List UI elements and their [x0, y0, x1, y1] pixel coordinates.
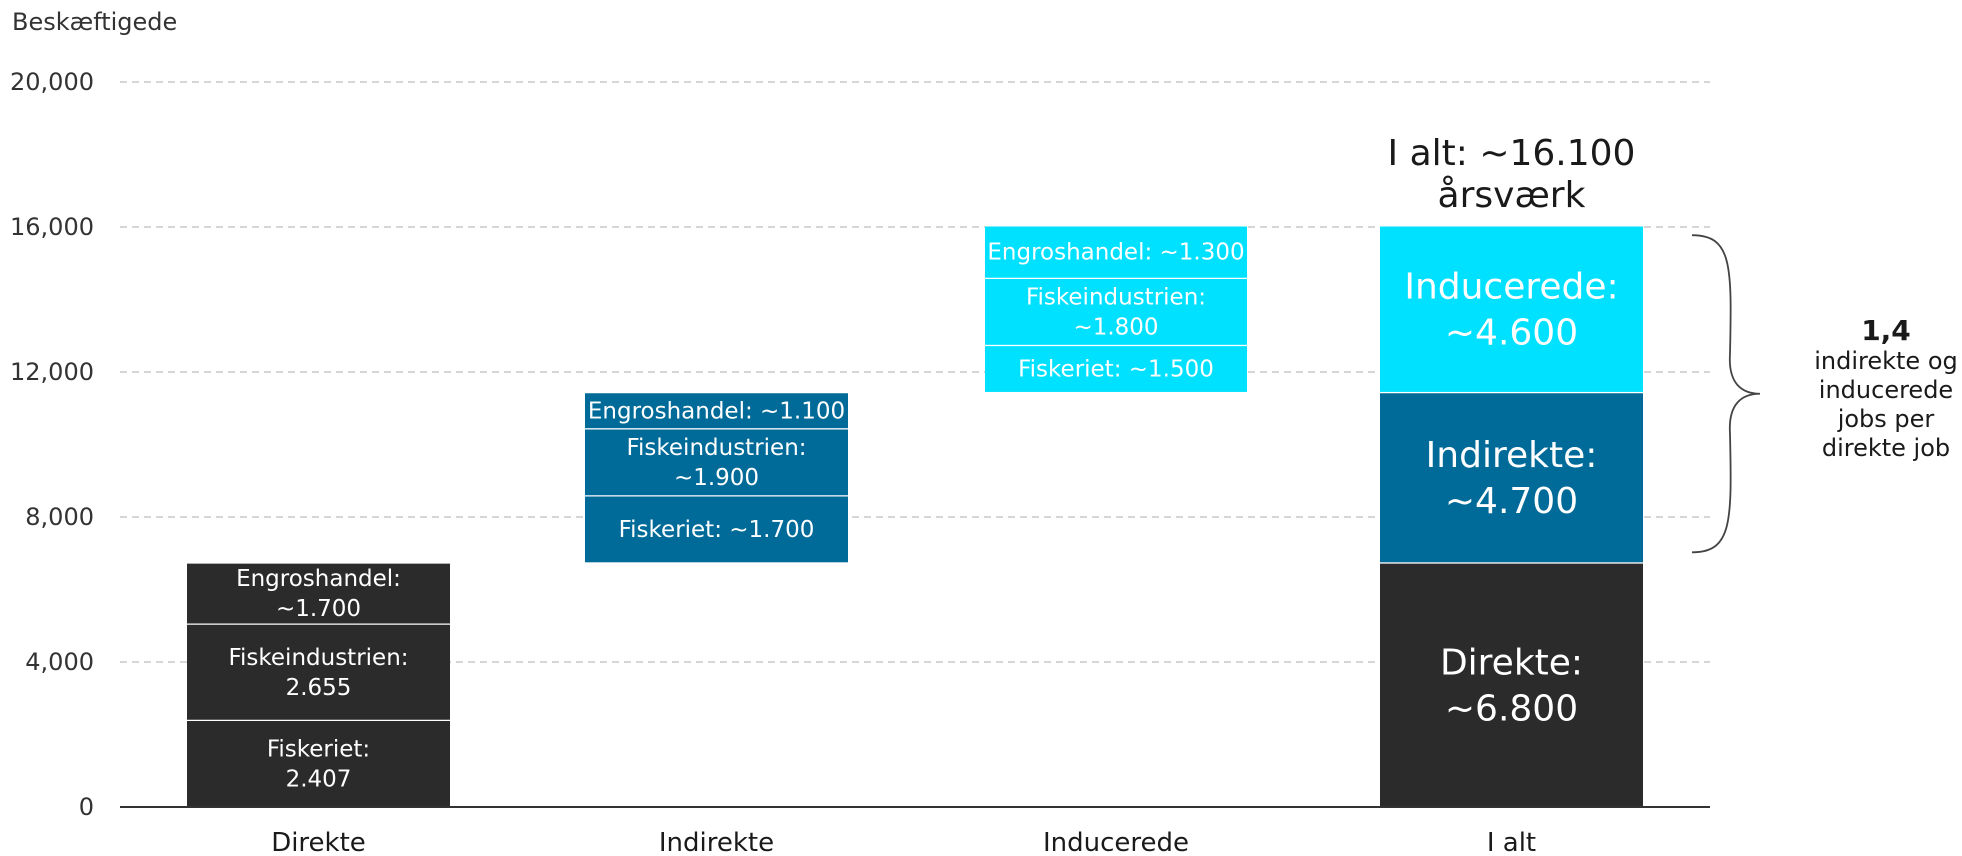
- bar-segment: [1380, 225, 1643, 392]
- y-tick-label: 12,000: [10, 358, 94, 386]
- bars: Fiskeriet: 2.407 Fiskeindustrien: 2.655 Engr…: [187, 223, 1643, 807]
- ratio-annotation-line: inducerede: [1819, 376, 1953, 404]
- bar-segment: [985, 277, 1247, 345]
- total-annotation-line: årsværk: [1438, 175, 1586, 216]
- ratio-annotation-line: 1,4: [1861, 314, 1911, 347]
- y-tick-label: 4,000: [25, 648, 94, 676]
- ratio-annotation-line: indirekte og: [1814, 347, 1958, 375]
- segment-label: Engroshandel: ~1.700: [236, 566, 401, 622]
- x-tick-label: I alt: [1487, 828, 1536, 856]
- bar-segment: [585, 391, 848, 429]
- bar-segment: [187, 719, 450, 807]
- y-tick-label: 8,000: [25, 503, 94, 531]
- segment-label-line: 2.407: [286, 767, 352, 793]
- bar-segment: [1380, 391, 1643, 563]
- bar-segment: [1380, 562, 1643, 807]
- segment-label: Fiskeindustrien: ~1.900: [626, 435, 806, 491]
- x-tick-label: Direkte: [271, 828, 366, 856]
- bar-indirekte: Fiskeriet: ~1.700 Fiskeindustrien: ~1.900 E…: [585, 390, 848, 563]
- bar-segment: [187, 623, 450, 720]
- segment-label-line: Fiskeindustrien:: [228, 645, 408, 671]
- segment-label: Fiskeindustrien: ~1.800: [1026, 285, 1206, 341]
- y-tick-label: 16,000: [10, 213, 94, 241]
- y-axis-ticks: 0 4,000 8,000 12,000 16,000 20,000: [10, 68, 94, 821]
- segment-label-line: ~1.700: [276, 596, 361, 622]
- ratio-annotation: 1,4 indirekte og inducerede jobs per direkte…: [1814, 314, 1958, 462]
- segment-label: Fiskeriet: ~1.500: [1018, 357, 1214, 383]
- bar-direkte: Fiskeriet: 2.407 Fiskeindustrien: 2.655 Engr…: [187, 561, 450, 807]
- y-tick-label: 20,000: [10, 68, 94, 96]
- segment-label-line: ~1.800: [1073, 315, 1158, 341]
- bar-segment: [985, 344, 1247, 392]
- total-annotation: I alt: ~16.100 årsværk: [1388, 133, 1636, 216]
- segment-label-line: Indirekte:: [1426, 435, 1598, 476]
- segment-label: Fiskeriet: 2.407: [267, 737, 370, 793]
- segment-label: Engroshandel: ~1.300: [987, 240, 1244, 266]
- segment-label-line: ~4.600: [1445, 313, 1578, 354]
- x-axis-ticks: Direkte Indirekte Inducerede I alt: [271, 828, 1536, 856]
- y-axis-label: Beskæftigede: [12, 8, 177, 36]
- bar-segment: [585, 428, 848, 496]
- segment-label-line: ~6.800: [1445, 689, 1578, 730]
- bar-segment: [187, 562, 450, 624]
- segment-label-line: Engroshandel: ~1.100: [588, 398, 845, 424]
- total-annotation-line: I alt: ~16.100: [1388, 133, 1636, 174]
- segment-label-line: Fiskeindustrien:: [1026, 285, 1206, 311]
- segment-label-line: ~4.700: [1445, 481, 1578, 522]
- segment-label-line: Fiskeriet:: [267, 737, 370, 763]
- segment-label-line: 2.655: [286, 675, 352, 701]
- ratio-annotation-line: direkte job: [1822, 434, 1950, 462]
- curly-brace: [1691, 234, 1761, 554]
- segment-label: Fiskeriet: ~1.700: [619, 517, 815, 543]
- bar-segment: [985, 225, 1247, 278]
- segment-label-line: Fiskeriet: ~1.500: [1018, 357, 1214, 383]
- segment-label-line: Engroshandel:: [236, 566, 401, 592]
- annotations: I alt: ~16.100 årsværk 1,4 indirekte og indu…: [1388, 133, 1958, 554]
- bar-i-alt: Direkte: ~6.800 Indirekte: ~4.700 Inducerede…: [1380, 223, 1643, 807]
- y-tick-label: 0: [79, 793, 94, 821]
- segment-label-line: Inducerede:: [1404, 267, 1618, 308]
- bar-segment: [585, 495, 848, 563]
- segment-label: Inducerede: ~4.600: [1404, 267, 1618, 354]
- segment-label-line: ~1.900: [674, 465, 759, 491]
- segment-label: Indirekte: ~4.700: [1426, 435, 1598, 522]
- segment-label-line: Engroshandel: ~1.300: [987, 240, 1244, 266]
- segment-label: Fiskeindustrien: 2.655: [228, 645, 408, 701]
- segment-label: Engroshandel: ~1.100: [588, 398, 845, 424]
- segment-label-line: Fiskeindustrien:: [626, 435, 806, 461]
- segment-label: Direkte: ~6.800: [1440, 643, 1583, 730]
- segment-label-line: Direkte:: [1440, 643, 1583, 684]
- segment-label-line: Fiskeriet: ~1.700: [619, 517, 815, 543]
- bar-inducerede: Fiskeriet: ~1.500 Fiskeindustrien: ~1.800 E…: [985, 223, 1247, 392]
- ratio-annotation-line: jobs per: [1837, 405, 1935, 433]
- x-tick-label: Indirekte: [659, 828, 774, 856]
- x-tick-label: Inducerede: [1043, 828, 1189, 856]
